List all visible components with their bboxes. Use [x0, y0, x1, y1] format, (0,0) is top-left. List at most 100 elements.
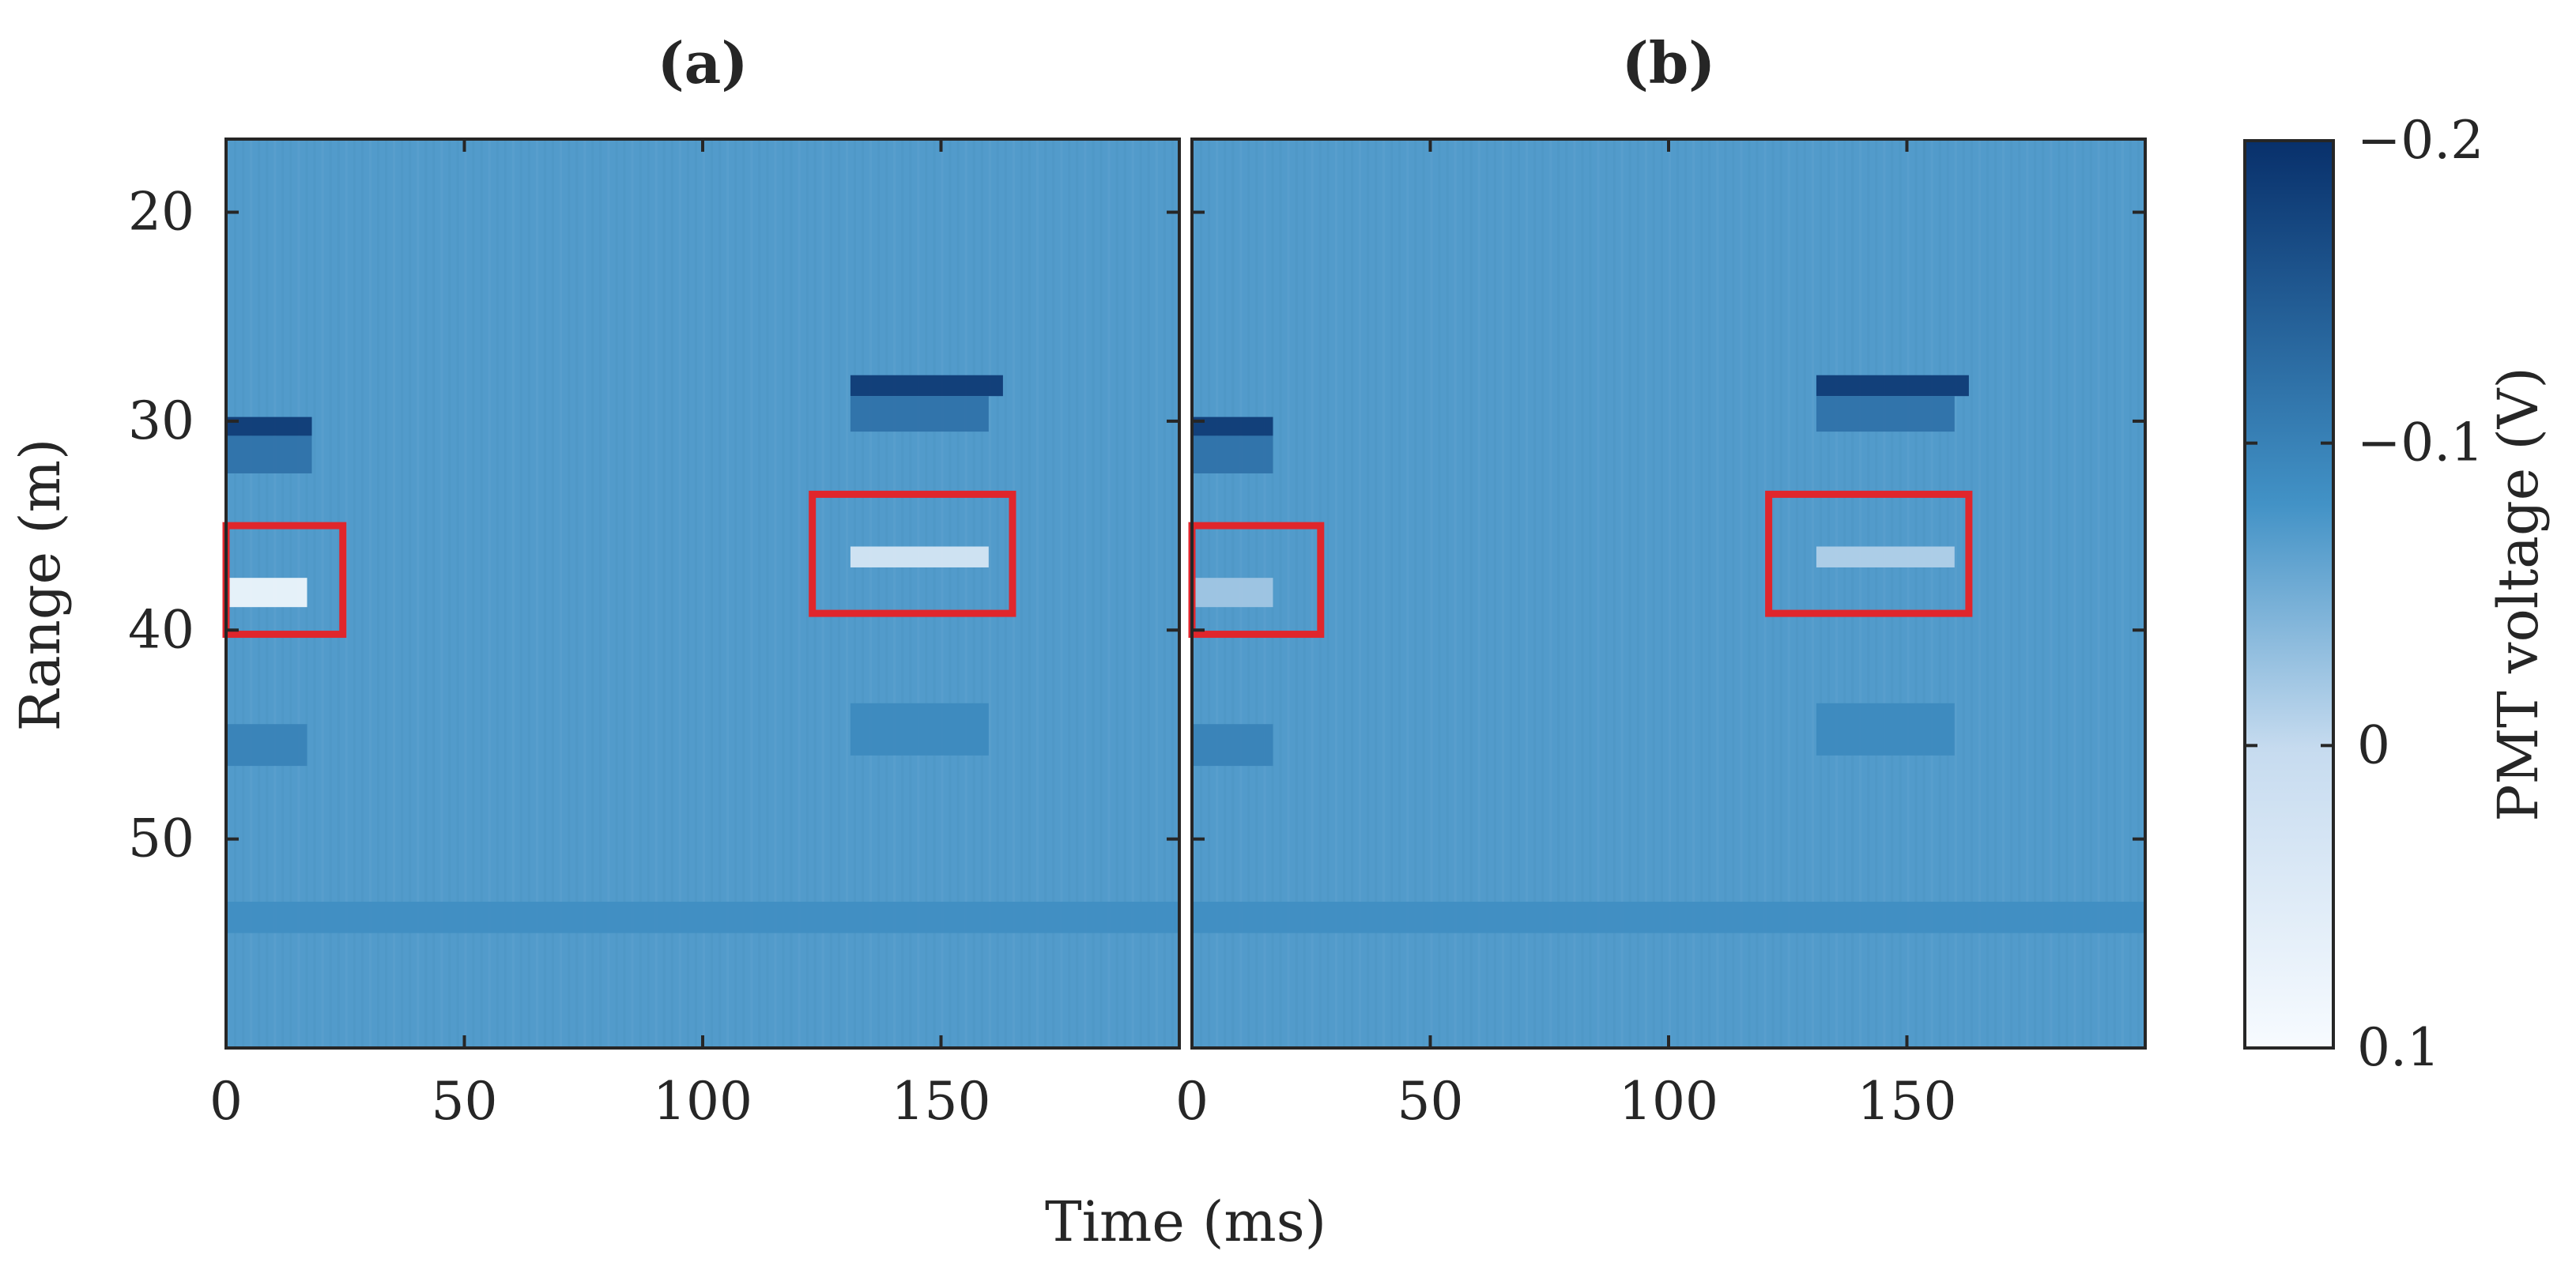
- heatmap-texture: [1930, 139, 1933, 1048]
- heatmap-texture: [1454, 139, 1457, 1048]
- heatmap-texture: [1430, 139, 1433, 1048]
- heatmap-texture: [1084, 139, 1087, 1048]
- heatmap-features: [1192, 139, 2145, 1048]
- heatmap-texture: [1382, 139, 1386, 1048]
- heatmap-texture: [1311, 139, 1314, 1048]
- heatmap-texture: [1692, 139, 1695, 1048]
- heatmap-texture: [798, 139, 801, 1048]
- colorbar-ticks: −0.2 −0.1 0 0.1: [2245, 110, 2484, 1078]
- x-tick-label: 100: [653, 1071, 752, 1132]
- y-tick-label: 30: [128, 390, 194, 451]
- heatmap-band-6: [1816, 546, 1955, 567]
- heatmap-texture: [464, 139, 467, 1048]
- x-tick-label: 0: [1175, 1071, 1209, 1132]
- heatmap-texture: [2073, 139, 2076, 1048]
- panel-title: (a): [658, 29, 749, 96]
- heatmap-texture: [511, 139, 515, 1048]
- heatmap-texture: [1501, 139, 1504, 1048]
- colorbar-tick-label: −0.2: [2357, 110, 2484, 171]
- heatmap-texture: [869, 139, 873, 1048]
- colorbar: −0.2 −0.1 0 0.1 PMT voltage (V): [2243, 110, 2551, 1078]
- heatmap-band-5: [1816, 396, 1955, 432]
- heatmap-texture: [583, 139, 586, 1048]
- heatmap-band-1: [1192, 435, 1273, 473]
- colorbar-gradient: [2243, 139, 2335, 1050]
- heatmap-texture: [821, 139, 824, 1048]
- heatmap-texture: [678, 139, 681, 1048]
- colorbar-tick-label: 0.1: [2357, 1017, 2440, 1078]
- x-axis-label: Time (ms): [1045, 1189, 1326, 1254]
- x-tick-label: 50: [1397, 1071, 1464, 1132]
- panel-a: 0 50 100 150 20 30 40 50 (a): [128, 29, 1181, 1132]
- heatmap-texture: [654, 139, 658, 1048]
- panel-b: 0 50 100 150 (b): [1175, 29, 2147, 1132]
- y-tick-label: 50: [128, 808, 194, 869]
- heatmap-band-2: [226, 578, 307, 608]
- x-tick-label: 100: [1619, 1071, 1718, 1132]
- heatmap-texture: [941, 139, 944, 1048]
- heatmap-band-2: [1192, 578, 1273, 608]
- heatmap-texture: [1036, 139, 1039, 1048]
- heatmap-texture: [440, 139, 443, 1048]
- heatmap-texture: [1573, 139, 1576, 1048]
- roi-box-1: [1765, 490, 1973, 617]
- heatmap-texture: [1835, 139, 1839, 1048]
- heatmap-texture: [631, 139, 634, 1048]
- heatmap-texture: [1763, 139, 1767, 1048]
- heatmap-texture: [417, 139, 420, 1048]
- heatmap-texture: [1716, 139, 1719, 1048]
- panel-title: (b): [1622, 29, 1715, 96]
- y-axis-label: Range (m): [8, 439, 73, 732]
- heatmap-band-3: [1192, 724, 1273, 767]
- heatmap-texture: [1954, 139, 1957, 1048]
- heatmap-band-4: [850, 375, 1003, 397]
- heatmap-texture: [845, 139, 848, 1048]
- heatmap-band-1: [226, 435, 312, 473]
- heatmap-band-0: [1192, 416, 1273, 436]
- x-tick-label: 150: [1858, 1071, 1957, 1132]
- heatmap-texture: [1155, 139, 1158, 1048]
- heatmap-texture: [1131, 139, 1134, 1048]
- heatmap-texture: [750, 139, 753, 1048]
- heatmap-texture: [1549, 139, 1552, 1048]
- heatmap-texture: [2026, 139, 2029, 1048]
- heatmap-texture: [2050, 139, 2053, 1048]
- heatmap-texture: [1620, 139, 1624, 1048]
- heatmap-texture: [1740, 139, 1743, 1048]
- axis-ticks: 0 50 100 150 20 30 40 50: [128, 139, 1179, 1132]
- heatmap-features: [226, 139, 1179, 1048]
- heatmap-texture: [1060, 139, 1063, 1048]
- heatmap-texture: [2121, 139, 2124, 1048]
- heatmap-texture: [607, 139, 610, 1048]
- heatmap-band-8: [226, 901, 1179, 933]
- heatmap-band-7: [850, 703, 989, 756]
- heatmap-texture: [368, 139, 372, 1048]
- heatmap-band-4: [1816, 375, 1969, 397]
- x-tick-label: 0: [209, 1071, 243, 1132]
- heatmap-texture: [703, 139, 705, 1048]
- heatmap-texture: [560, 139, 563, 1048]
- heatmap-texture: [1811, 139, 1814, 1048]
- heatmap-texture: [1978, 139, 1981, 1048]
- heatmap-texture: [345, 139, 348, 1048]
- axis-ticks: 0 50 100 150: [1175, 139, 2145, 1132]
- x-tick-label: 50: [432, 1071, 498, 1132]
- heatmap-texture: [1359, 139, 1362, 1048]
- heatmap-texture: [2002, 139, 2005, 1048]
- heatmap-texture: [1907, 139, 1910, 1048]
- y-tick-label: 40: [128, 599, 194, 660]
- heatmap-texture: [988, 139, 991, 1048]
- heatmap-texture: [2097, 139, 2100, 1048]
- colorbar-tick-label: −0.1: [2357, 413, 2484, 473]
- heatmap-texture: [1526, 139, 1529, 1048]
- heatmap-texture: [1597, 139, 1600, 1048]
- heatmap-texture: [1859, 139, 1862, 1048]
- heatmap-texture: [1644, 139, 1647, 1048]
- heatmap-band-0: [226, 416, 312, 436]
- colorbar-label: PMT voltage (V): [2486, 367, 2551, 821]
- heatmap-texture: [726, 139, 730, 1048]
- heatmap-texture: [1787, 139, 1790, 1048]
- heatmap-texture: [1669, 139, 1671, 1048]
- heatmap-texture: [1406, 139, 1409, 1048]
